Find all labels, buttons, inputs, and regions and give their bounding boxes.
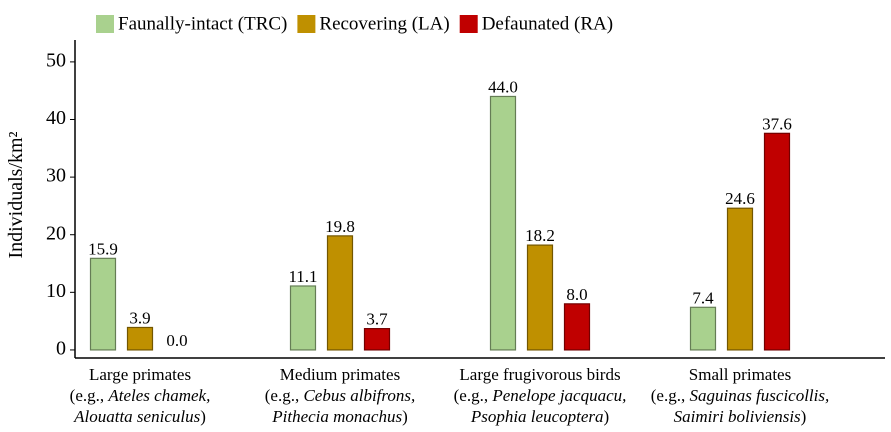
x-tick-label-part: Large frugivorous birds bbox=[459, 365, 620, 384]
x-tick-label-part: Large primates bbox=[89, 365, 191, 384]
x-tick-label: Psophia leucoptera) bbox=[470, 407, 609, 426]
bar bbox=[563, 303, 591, 351]
x-tick-label-part: ) bbox=[604, 407, 610, 426]
legend-swatch bbox=[459, 15, 478, 33]
x-tick-label: Medium primates bbox=[280, 365, 400, 384]
x-tick-label-part: Saguinas fuscicollis, bbox=[689, 386, 829, 405]
y-tick-label: 50 bbox=[46, 49, 66, 71]
x-tick-label-part: ) bbox=[200, 407, 206, 426]
y-axis-label: Individuals/km² bbox=[5, 131, 27, 258]
x-tick-label-part: Alouatta seniculus bbox=[73, 407, 200, 426]
bar bbox=[89, 257, 117, 351]
x-tick-label-part: (e.g., bbox=[454, 386, 493, 405]
x-tick-label: Small primates bbox=[689, 365, 791, 384]
x-tick-label: (e.g., Saguinas fuscicollis, bbox=[651, 386, 830, 405]
value-label: 8.0 bbox=[566, 285, 587, 304]
x-tick-label: Large frugivorous birds bbox=[459, 365, 620, 384]
x-tick-label-part: Ateles chamek, bbox=[107, 386, 210, 405]
value-label: 44.0 bbox=[488, 77, 518, 96]
value-label: 19.8 bbox=[325, 217, 355, 236]
x-tick-label: (e.g., Cebus albifrons, bbox=[265, 386, 416, 405]
x-tick-label-part: Cebus albifrons, bbox=[303, 386, 415, 405]
bar bbox=[289, 285, 317, 351]
x-tick-label-part: (e.g., bbox=[265, 386, 304, 405]
value-label: 37.6 bbox=[762, 114, 792, 133]
x-tick-label-part: (e.g., bbox=[651, 386, 690, 405]
y-tick-label: 0 bbox=[56, 338, 66, 360]
x-tick-label-part: ) bbox=[801, 407, 807, 426]
legend-label: Defaunated (RA) bbox=[482, 13, 613, 34]
value-label: 3.9 bbox=[129, 308, 150, 327]
x-tick-label: (e.g., Penelope jacquacu, bbox=[454, 386, 627, 405]
legend-label: Faunally-intact (TRC) bbox=[118, 13, 287, 34]
value-label: 24.6 bbox=[725, 189, 755, 208]
x-tick-label: Large primates bbox=[89, 365, 191, 384]
bar bbox=[489, 95, 517, 351]
value-label: 0.0 bbox=[166, 331, 187, 350]
x-tick-label-part: Psophia leucoptera bbox=[470, 407, 604, 426]
x-tick-label-part: Medium primates bbox=[280, 365, 400, 384]
y-tick-label: 20 bbox=[46, 222, 66, 244]
x-tick-label-part: (e.g., bbox=[70, 386, 109, 405]
legend-swatch bbox=[297, 15, 316, 33]
x-tick-label-part: Saimiri boliviensis bbox=[674, 407, 801, 426]
x-tick-label-part: Penelope jacquacu, bbox=[491, 386, 626, 405]
y-tick-label: 10 bbox=[46, 280, 66, 302]
value-label: 15.9 bbox=[88, 239, 118, 258]
bar bbox=[763, 132, 791, 351]
x-tick-label-part: Pithecia monachus bbox=[271, 407, 402, 426]
value-label: 11.1 bbox=[288, 267, 317, 286]
bar bbox=[363, 328, 391, 351]
bar bbox=[726, 207, 754, 351]
value-label: 18.2 bbox=[525, 226, 555, 245]
x-tick-label: Saimiri boliviensis) bbox=[674, 407, 807, 426]
y-tick-label: 30 bbox=[46, 165, 66, 187]
x-tick-label: Alouatta seniculus) bbox=[73, 407, 206, 426]
value-label: 7.4 bbox=[692, 288, 714, 307]
x-tick-label: (e.g., Ateles chamek, bbox=[70, 386, 211, 405]
legend-label: Recovering (LA) bbox=[319, 13, 449, 34]
y-tick-label: 40 bbox=[46, 107, 66, 129]
bar bbox=[126, 326, 154, 351]
legend-swatch bbox=[96, 15, 114, 33]
bar bbox=[526, 244, 554, 351]
x-tick-label-part: Small primates bbox=[689, 365, 791, 384]
bar bbox=[689, 306, 717, 351]
value-label: 3.7 bbox=[366, 310, 388, 329]
x-tick-label: Pithecia monachus) bbox=[271, 407, 408, 426]
x-tick-label-part: ) bbox=[402, 407, 408, 426]
bar bbox=[326, 235, 354, 351]
